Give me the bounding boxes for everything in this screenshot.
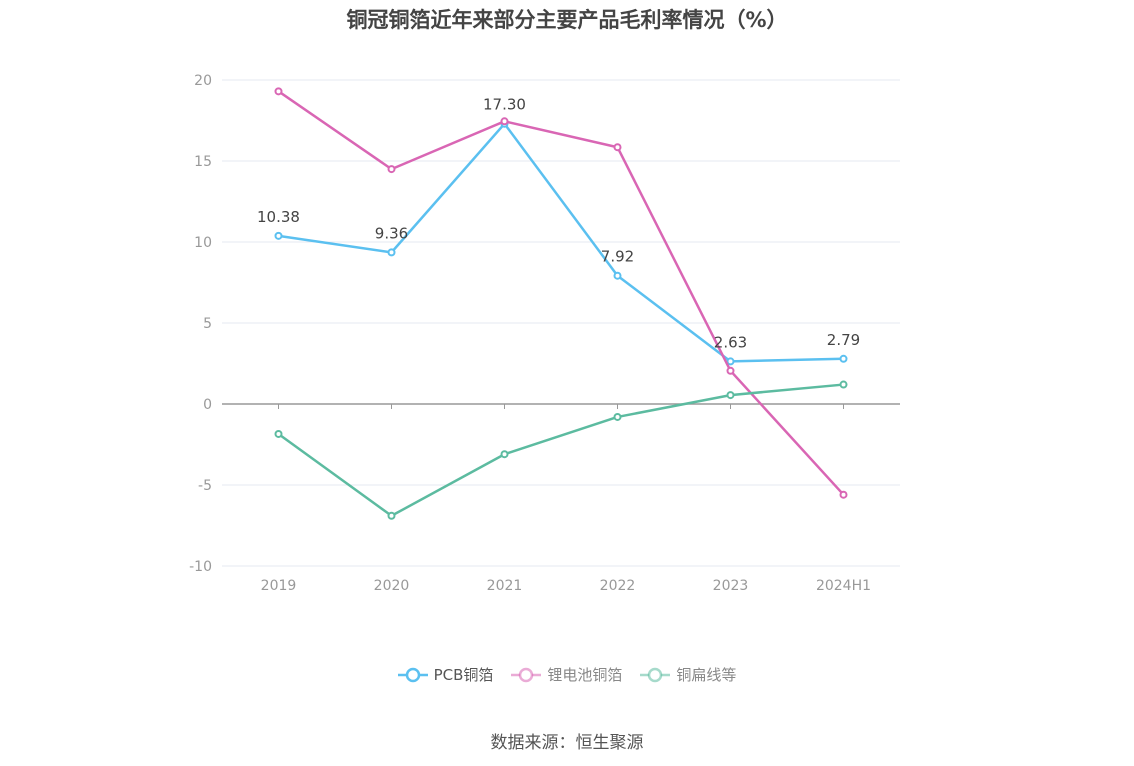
data-labels: 10.38 9.36 17.30 7.92 2.63 2.79 <box>257 96 860 352</box>
gridlines <box>222 79 900 567</box>
series-line-2 <box>277 90 845 496</box>
legend: PCB铜箔 锂电池铜箔 铜扁线等 <box>0 664 1134 685</box>
data-point[interactable] <box>726 357 735 366</box>
legend-item-3[interactable]: 铜扁线等 <box>640 664 736 685</box>
y-tick-label: 5 <box>203 316 212 332</box>
x-tick-label: 2020 <box>374 578 410 594</box>
data-point[interactable] <box>500 450 509 459</box>
data-point[interactable] <box>839 354 848 363</box>
series-line-1 <box>278 122 844 363</box>
x-tick-label: 2021 <box>487 578 523 594</box>
chart-title: 铜冠铜箔近年来部分主要产品毛利率情况（%） <box>346 8 788 32</box>
y-tick-label: 0 <box>203 397 212 413</box>
data-label: 17.30 <box>483 96 526 114</box>
data-point[interactable] <box>274 87 283 96</box>
legend-label: 铜扁线等 <box>676 666 737 684</box>
data-label: 10.38 <box>257 208 300 226</box>
legend-line-circle-icon <box>640 667 671 682</box>
y-tick-label: 15 <box>194 154 212 170</box>
x-axis-ticks: 2019 2020 2021 2022 2023 2024H1 <box>261 404 871 594</box>
source-note: 数据来源：恒生聚源 <box>490 733 644 753</box>
data-point[interactable] <box>387 165 396 174</box>
y-tick-label: -10 <box>189 559 212 575</box>
y-axis-ticks: -10 -5 0 5 10 15 20 <box>189 73 212 575</box>
data-label: 2.79 <box>827 331 860 349</box>
y-tick-label: 20 <box>194 73 212 89</box>
data-point[interactable] <box>613 271 622 280</box>
data-point[interactable] <box>839 380 848 389</box>
data-point[interactable] <box>613 412 622 421</box>
data-point[interactable] <box>274 429 283 438</box>
legend-item-2[interactable]: 锂电池铜箔 <box>511 664 622 685</box>
data-label: 7.92 <box>601 248 634 266</box>
data-point[interactable] <box>387 511 396 520</box>
data-point[interactable] <box>613 143 622 152</box>
data-label: 2.63 <box>714 333 747 351</box>
legend-label: 锂电池铜箔 <box>547 666 623 684</box>
y-tick-label: -5 <box>198 478 212 494</box>
line-chart: -10 -5 0 5 10 15 20 2019 2020 2021 2022 2023 2024H1… <box>189 73 900 594</box>
x-tick-label: 2019 <box>261 578 297 594</box>
data-point[interactable] <box>726 366 735 375</box>
x-tick-label: 2024H1 <box>816 578 871 594</box>
legend-line-circle-icon <box>397 667 428 682</box>
legend-label: PCB铜箔 <box>433 666 494 684</box>
data-point[interactable] <box>726 391 735 400</box>
data-point[interactable] <box>500 117 509 126</box>
x-tick-label: 2022 <box>600 578 636 594</box>
data-label: 9.36 <box>375 224 408 242</box>
x-tick-label: 2023 <box>713 578 749 594</box>
legend-item-1[interactable]: PCB铜箔 <box>397 664 494 685</box>
data-point[interactable] <box>274 231 283 240</box>
series-lines <box>274 87 848 520</box>
legend-line-circle-icon <box>511 667 542 682</box>
data-point[interactable] <box>839 490 848 499</box>
y-tick-label: 10 <box>194 235 212 251</box>
series-line-3 <box>277 383 844 518</box>
data-point[interactable] <box>387 248 396 257</box>
